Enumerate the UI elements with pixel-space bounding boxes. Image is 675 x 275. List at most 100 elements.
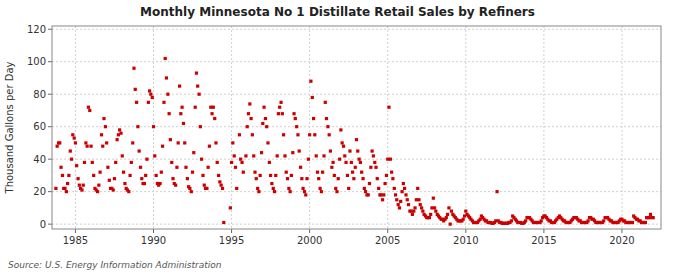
point xyxy=(71,133,74,136)
y-tick xyxy=(48,94,52,95)
y-tick xyxy=(48,61,52,62)
point xyxy=(199,125,202,128)
point xyxy=(352,177,355,180)
x-tick-label: 2010 xyxy=(453,235,478,246)
point xyxy=(194,106,197,109)
point xyxy=(406,198,409,201)
point xyxy=(191,171,194,174)
x-tick xyxy=(309,229,310,233)
point xyxy=(462,218,465,221)
point xyxy=(168,112,171,115)
x-grid-line xyxy=(465,26,466,229)
point xyxy=(89,145,92,148)
point xyxy=(413,206,416,209)
y-axis-label: Thousand Gallons per Day xyxy=(4,61,15,194)
point xyxy=(304,193,307,196)
point xyxy=(80,188,83,191)
y-grid-line xyxy=(52,61,661,62)
point xyxy=(361,177,364,180)
point xyxy=(270,182,273,185)
point xyxy=(233,154,236,157)
point xyxy=(283,154,286,157)
point xyxy=(354,166,357,169)
point xyxy=(524,219,527,222)
point xyxy=(301,187,304,190)
point xyxy=(98,171,101,174)
y-tick-label: 0 xyxy=(40,219,46,230)
point xyxy=(192,151,195,154)
point xyxy=(312,117,315,120)
y-grid-line xyxy=(52,126,661,127)
point xyxy=(61,174,64,177)
point xyxy=(231,141,234,144)
point xyxy=(269,174,272,177)
point xyxy=(158,182,161,185)
point xyxy=(368,182,371,185)
point xyxy=(256,187,259,190)
point xyxy=(411,213,414,216)
point xyxy=(73,136,76,139)
point xyxy=(395,198,398,201)
x-tick-label: 2015 xyxy=(531,235,556,246)
point xyxy=(175,166,178,169)
point xyxy=(341,141,344,144)
point xyxy=(122,171,125,174)
point xyxy=(261,122,264,125)
point xyxy=(295,125,298,128)
point xyxy=(281,112,284,115)
point xyxy=(121,154,124,157)
point xyxy=(276,154,279,157)
point xyxy=(351,171,354,174)
chart: 0204060801001201985199019952000200520102… xyxy=(0,0,675,275)
point xyxy=(369,166,372,169)
point xyxy=(201,174,204,177)
point xyxy=(381,198,384,201)
point xyxy=(246,125,249,128)
point xyxy=(76,177,79,180)
point xyxy=(402,182,405,185)
point xyxy=(286,177,289,180)
point xyxy=(265,125,268,128)
point xyxy=(428,216,431,219)
point xyxy=(417,198,420,201)
point xyxy=(373,161,376,164)
point xyxy=(407,203,410,206)
point xyxy=(421,210,424,213)
point xyxy=(119,132,122,135)
y-tick-label: 100 xyxy=(27,56,46,67)
point xyxy=(177,141,180,144)
point xyxy=(322,154,325,157)
point xyxy=(251,133,254,136)
point xyxy=(434,210,437,213)
point xyxy=(210,112,213,115)
y-tick xyxy=(48,191,52,192)
point xyxy=(96,190,99,193)
point xyxy=(464,210,467,213)
point xyxy=(139,166,142,169)
point xyxy=(178,84,181,87)
point xyxy=(416,187,419,190)
point xyxy=(359,161,362,164)
point xyxy=(331,161,334,164)
point xyxy=(319,187,322,190)
point xyxy=(320,190,323,193)
point xyxy=(330,166,333,169)
point xyxy=(278,106,281,109)
point xyxy=(445,216,448,219)
point xyxy=(321,171,324,174)
point xyxy=(328,133,331,136)
point xyxy=(272,187,275,190)
point xyxy=(277,112,280,115)
x-grid-line xyxy=(621,26,622,229)
point xyxy=(248,102,251,105)
point xyxy=(69,149,72,152)
point xyxy=(291,151,294,154)
point xyxy=(197,93,200,96)
point xyxy=(287,187,290,190)
point xyxy=(160,171,163,174)
point xyxy=(112,188,115,191)
y-tick xyxy=(48,159,52,160)
point xyxy=(299,166,302,169)
point xyxy=(106,166,109,169)
point xyxy=(213,117,216,120)
